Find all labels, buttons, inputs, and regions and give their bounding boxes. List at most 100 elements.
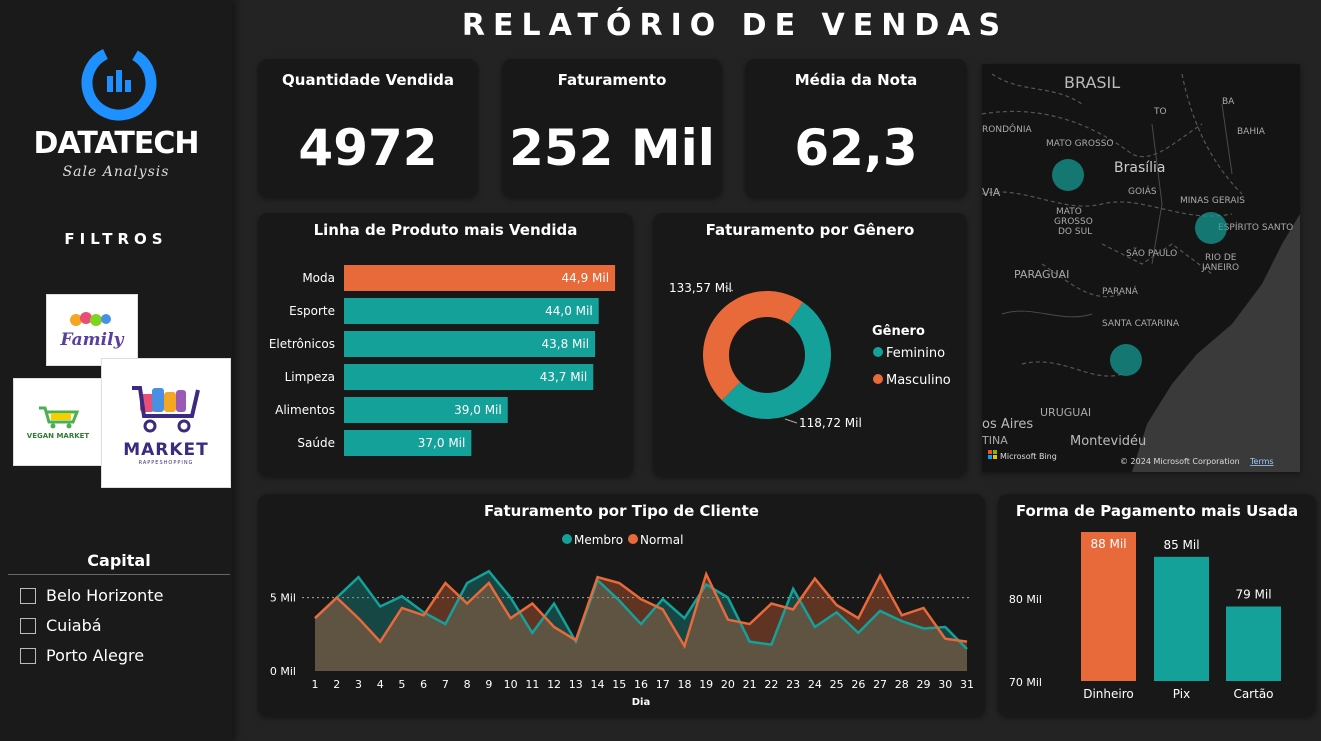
series-line[interactable] bbox=[314, 570, 968, 650]
legend-label[interactable]: Masculino bbox=[886, 373, 951, 388]
bar-value-label: 79 Mil bbox=[1235, 588, 1271, 602]
store-logo-family[interactable]: Family bbox=[46, 294, 138, 366]
bar-category-label: Limpeza bbox=[285, 370, 335, 384]
chart-title: Linha de Produto mais Vendida bbox=[313, 221, 578, 239]
map-bubble-cuiaba[interactable] bbox=[1052, 159, 1084, 191]
bar[interactable] bbox=[344, 364, 594, 390]
store-logo-market[interactable]: MARKET RAPPESHOPPING bbox=[101, 358, 231, 488]
leader-line bbox=[784, 418, 798, 424]
capital-option-label: Belo Horizonte bbox=[46, 586, 164, 605]
y-tick-label: 0 Mil bbox=[270, 665, 296, 678]
legend-label[interactable]: Feminino bbox=[886, 346, 945, 361]
product-line-bar-chart[interactable]: Moda 44,9 Mil Esporte 44,0 Mil Eletrônicos 43… bbox=[258, 213, 633, 476]
x-tick-label: 19 bbox=[699, 678, 713, 691]
kpi-card-quantity[interactable]: Quantidade Vendida 4972 bbox=[258, 59, 478, 197]
area-fill bbox=[315, 571, 967, 671]
map-label: MATO GROSSO bbox=[1046, 139, 1114, 149]
bar-category-label: Esporte bbox=[289, 304, 335, 318]
capital-option-belo-horizonte[interactable]: Belo Horizonte bbox=[20, 586, 163, 605]
map-label: BA bbox=[1222, 97, 1235, 107]
chart-title: Forma de Pagamento mais Usada bbox=[1015, 502, 1299, 520]
bar-value-label: 44,0 Mil bbox=[545, 304, 593, 318]
bar-value-label: 43,7 Mil bbox=[540, 370, 588, 384]
bar-category-label: Alimentos bbox=[275, 403, 335, 417]
vegan-market-logo-text: VEGAN MARKET bbox=[26, 432, 90, 440]
donut-slice[interactable] bbox=[703, 290, 803, 401]
map-label: GOIÁS bbox=[1128, 185, 1157, 197]
sidebar: DATATECH Sale Analysis FILTROS Family VE… bbox=[0, 0, 232, 741]
y-tick-label: 5 Mil bbox=[270, 592, 296, 605]
map-terms-link[interactable]: Terms bbox=[1249, 457, 1274, 466]
legend-label[interactable]: Normal bbox=[640, 533, 683, 547]
map-label: URUGUAI bbox=[1040, 406, 1091, 419]
x-tick-label: 30 bbox=[938, 678, 952, 691]
x-tick-label: 25 bbox=[830, 678, 844, 691]
map-label: PARAGUAI bbox=[1014, 268, 1069, 281]
store-logo-vegan-market[interactable]: VEGAN MARKET bbox=[13, 378, 103, 466]
x-tick-label: 26 bbox=[851, 678, 865, 691]
map-bubble-porto-alegre[interactable] bbox=[1110, 344, 1142, 376]
bar[interactable] bbox=[1081, 532, 1136, 681]
microsoft-logo-icon bbox=[988, 450, 997, 459]
bar-value-label: 39,0 Mil bbox=[454, 403, 502, 417]
donut-slice[interactable] bbox=[721, 302, 831, 419]
checkbox[interactable] bbox=[20, 617, 36, 634]
x-tick-label: 18 bbox=[677, 678, 691, 691]
bar[interactable] bbox=[1154, 556, 1209, 681]
x-tick-label: 20 bbox=[721, 678, 735, 691]
capital-filter-title: Capital bbox=[87, 551, 151, 570]
x-tick-label: 1 bbox=[312, 678, 319, 691]
map-bubble-belo-horizonte[interactable] bbox=[1195, 212, 1227, 244]
capital-option-label: Porto Alegre bbox=[46, 646, 145, 665]
product-line-chart-card[interactable]: Linha de Produto mais Vendida Moda 44,9 M… bbox=[258, 213, 633, 476]
legend-marker bbox=[873, 374, 883, 384]
datatech-logo-icon bbox=[81, 45, 157, 121]
series-line[interactable] bbox=[314, 569, 968, 650]
map-label: PARANÁ bbox=[1102, 285, 1139, 297]
bar-category-label: Eletrônicos bbox=[269, 337, 335, 351]
y-tick-label: 80 Mil bbox=[1009, 593, 1042, 606]
checkbox[interactable] bbox=[20, 647, 36, 664]
map-label: MINAS GERAIS bbox=[1180, 196, 1245, 206]
x-axis-label: Dia bbox=[632, 697, 650, 708]
payment-method-chart-card[interactable]: Forma de Pagamento mais Usada 70 Mil 80 M… bbox=[998, 494, 1316, 716]
legend-marker bbox=[873, 347, 883, 357]
map-label: SÃO PAULO bbox=[1126, 248, 1177, 259]
kpi-card-revenue[interactable]: Faturamento 252 Mil bbox=[502, 59, 722, 197]
x-tick-label: 13 bbox=[569, 678, 583, 691]
map-card[interactable]: BRASIL MATO GROSSO MATO GROSSO DO SUL Br… bbox=[982, 64, 1300, 472]
x-tick-label: 27 bbox=[873, 678, 887, 691]
map-label: MATO bbox=[1056, 207, 1082, 217]
capital-option-porto-alegre[interactable]: Porto Alegre bbox=[20, 646, 144, 665]
x-tick-label: 16 bbox=[634, 678, 648, 691]
brand-name: DATATECH bbox=[33, 126, 200, 161]
map-label: VIA bbox=[982, 186, 1001, 199]
gender-donut-chart[interactable]: 133,57 Mil 118,72 Mil Gênero Feminino Mascul… bbox=[653, 213, 967, 476]
market-logo-text: MARKET bbox=[123, 440, 209, 460]
bar-value-label: 44,9 Mil bbox=[562, 271, 610, 285]
legend-marker bbox=[628, 534, 638, 544]
x-tick-label: 31 bbox=[960, 678, 974, 691]
bar[interactable] bbox=[344, 265, 616, 291]
bar[interactable] bbox=[344, 430, 472, 456]
bar[interactable] bbox=[344, 397, 508, 423]
bar[interactable] bbox=[1226, 606, 1281, 682]
bar[interactable] bbox=[344, 298, 599, 324]
map[interactable]: BRASIL MATO GROSSO MATO GROSSO DO SUL Br… bbox=[982, 64, 1300, 472]
map-label: Montevidéu bbox=[1070, 434, 1146, 449]
x-tick-label: 23 bbox=[786, 678, 800, 691]
payment-method-bar-chart[interactable]: 70 Mil 80 Mil 88 Mil Dinheiro 85 Mil Pix 79 Mi… bbox=[998, 494, 1316, 716]
bar-value-label: 43,8 Mil bbox=[542, 337, 590, 351]
kpi-card-rating[interactable]: Média da Nota 62,3 bbox=[745, 59, 967, 197]
bar[interactable] bbox=[344, 331, 596, 357]
map-label: BAHIA bbox=[1237, 127, 1266, 137]
gender-donut-card[interactable]: Faturamento por Gênero 133,57 Mil 118,72 … bbox=[653, 213, 967, 476]
shopping-cart-icon bbox=[132, 386, 200, 433]
capital-option-cuiaba[interactable]: Cuiabá bbox=[20, 616, 102, 635]
filters-title: FILTROS bbox=[64, 230, 168, 248]
checkbox[interactable] bbox=[20, 587, 36, 604]
client-type-chart-card[interactable]: Faturamento por Tipo de Cliente Membro No… bbox=[258, 494, 985, 716]
legend-label[interactable]: Membro bbox=[574, 533, 623, 547]
leader-line bbox=[724, 286, 734, 292]
